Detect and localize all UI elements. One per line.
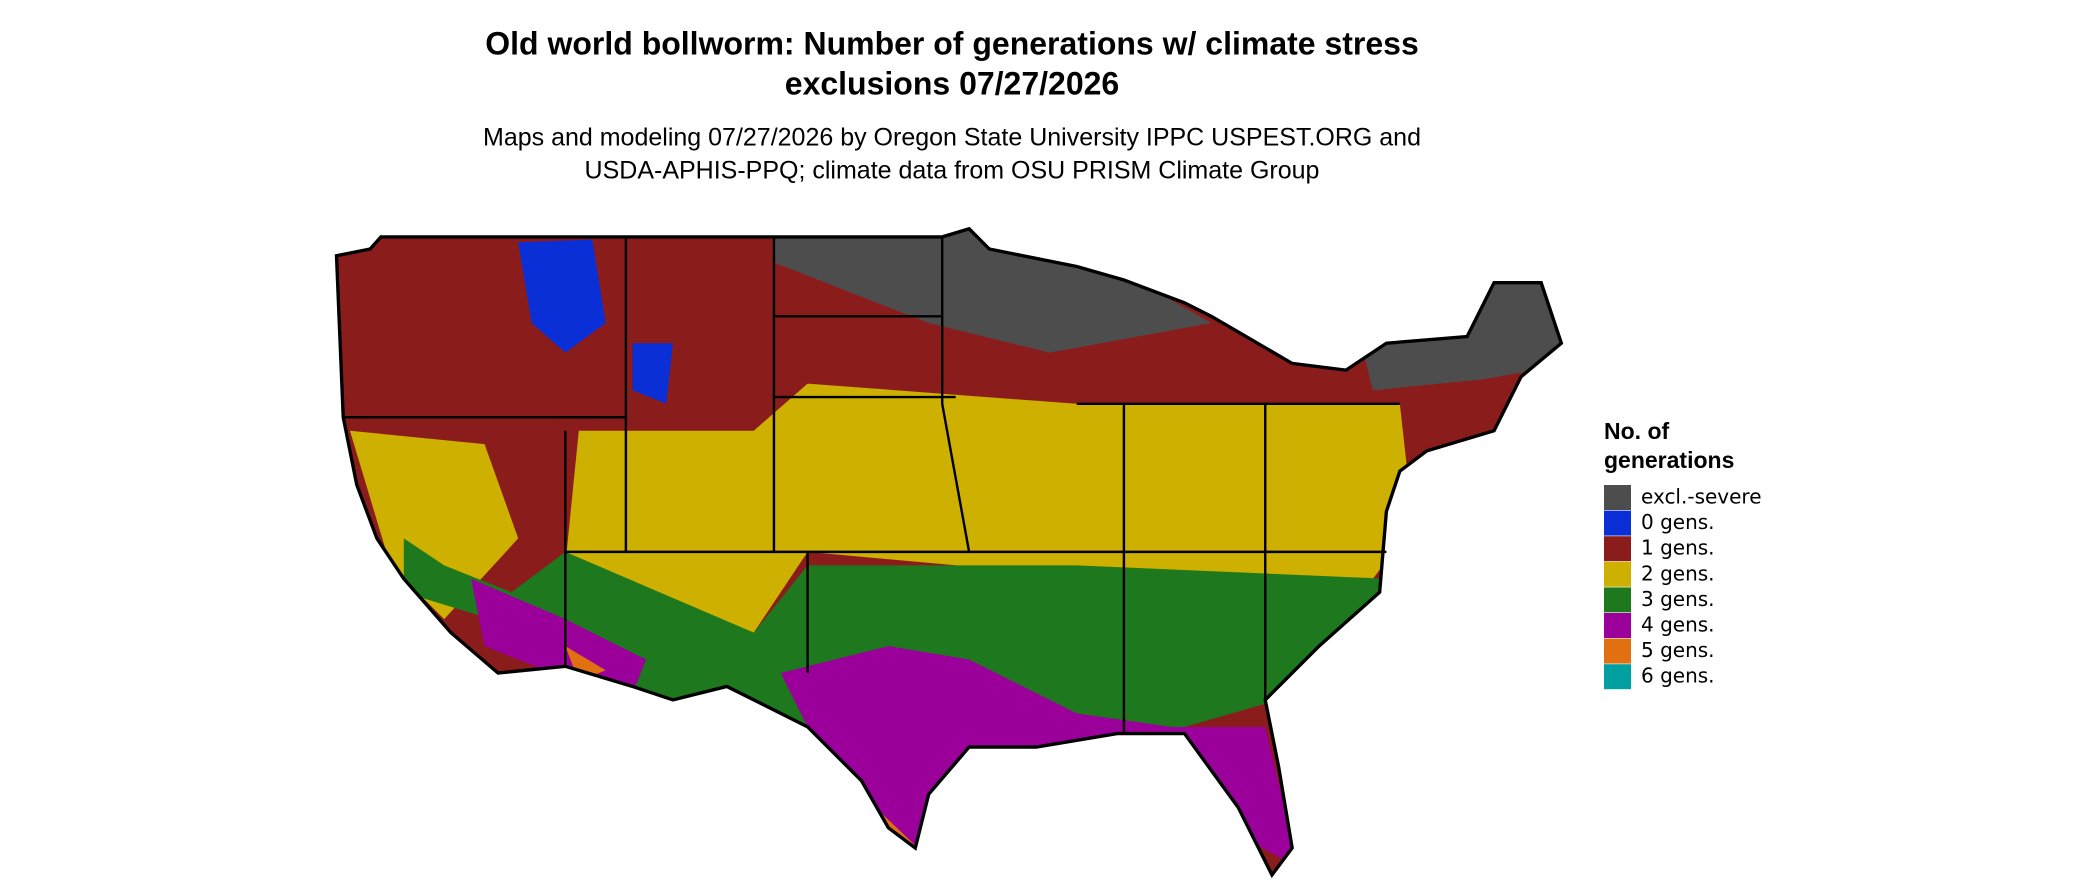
legend-label: 6 gens. [1641, 664, 1715, 688]
legend-swatch [1604, 561, 1631, 587]
map-region [565, 383, 1414, 687]
map-region [349, 430, 519, 620]
legend-swatch [1604, 485, 1631, 510]
map-region [773, 228, 1212, 353]
legend-label: 5 gens. [1641, 638, 1715, 662]
legend-swatch [1604, 587, 1631, 613]
map-region [780, 646, 1299, 869]
legend-title: generations [1604, 447, 1734, 473]
state-lines [343, 236, 1400, 734]
legend-swatch [1604, 510, 1631, 536]
title: Old world bollworm: Number of generation… [485, 25, 1419, 61]
map-region [518, 239, 606, 353]
subtitle: USDA-APHIS-PPQ; climate data from OSU PR… [585, 157, 1320, 185]
us-outline [334, 226, 1564, 879]
legend-label: 0 gens. [1641, 510, 1715, 534]
legend-swatch [1604, 664, 1631, 690]
subtitle: Maps and modeling 07/27/2026 by Oregon S… [483, 124, 1421, 152]
legend-swatch [1604, 536, 1631, 562]
legend-swatch [1604, 613, 1631, 638]
map-region [471, 578, 647, 694]
map [334, 226, 1564, 879]
legend-label: 1 gens. [1641, 536, 1715, 560]
legend-swatch [1604, 638, 1631, 664]
legend-label: 4 gens. [1641, 613, 1715, 637]
title: exclusions 07/27/2026 [785, 65, 1119, 101]
legend-label: 2 gens. [1641, 561, 1715, 585]
legend-title: No. of [1604, 418, 1669, 444]
legend-label: 3 gens. [1641, 587, 1715, 611]
legend-label: excl.-severe [1641, 485, 1762, 509]
map-region [632, 343, 673, 404]
